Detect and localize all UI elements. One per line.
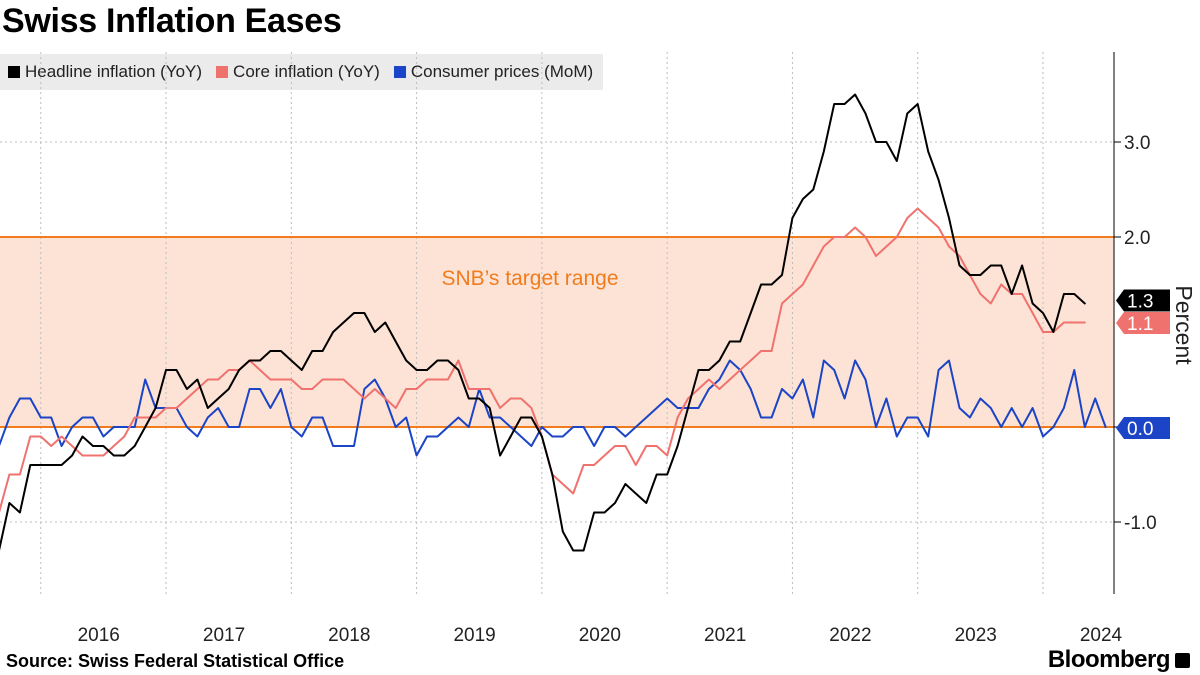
y-axis-label: Percent <box>1171 285 1197 365</box>
target-range-band <box>0 237 1114 427</box>
legend: Headline inflation (YoY) Core inflation … <box>0 54 604 90</box>
chart-title: Swiss Inflation Eases <box>2 2 342 40</box>
headline-end-label: 1.3 <box>1127 292 1153 313</box>
headline-end-label-tag <box>1116 289 1170 312</box>
legend-swatch-headline <box>8 66 20 78</box>
consumer-prices-mom-line <box>0 359 1107 457</box>
legend-item-core[interactable]: Core inflation (YoY) <box>216 62 380 82</box>
legend-swatch-core <box>216 66 229 78</box>
brand-terminal-icon <box>1175 652 1190 668</box>
x-tick-label: 2016 <box>78 625 120 646</box>
x-tick-label: 2022 <box>829 625 871 646</box>
x-tick-label: 2023 <box>955 625 997 646</box>
headline-inflation-line <box>0 93 1086 552</box>
x-tick-label: 2021 <box>704 625 746 646</box>
core-end-label-tag <box>1116 312 1170 334</box>
source-note: Source: Swiss Federal Statistical Office <box>6 651 345 671</box>
y-tick-label: -1.0 <box>1124 513 1157 534</box>
legend-swatch-mom <box>393 66 406 78</box>
legend-label-headline: Headline inflation (YoY) <box>25 62 203 81</box>
y-tick-label: 3.0 <box>1124 133 1150 154</box>
x-tick-label: 2018 <box>328 625 370 646</box>
mom-end-label-tag <box>1116 417 1170 439</box>
legend-label-core: Core inflation (YoY) <box>233 62 380 81</box>
x-tick-label: 2020 <box>579 625 621 646</box>
brand: Bloomberg <box>1048 646 1190 674</box>
mom-end-label: 0.0 <box>1127 419 1153 440</box>
y-tick-label: 2.0 <box>1124 228 1150 249</box>
target-range-annotation: SNB’s target range <box>441 267 618 290</box>
brand-logo: Bloomberg <box>1047 646 1171 673</box>
x-tick-label: 2024 <box>1080 625 1123 646</box>
legend-item-headline[interactable]: Headline inflation (YoY) <box>8 62 202 82</box>
core-end-label: 1.1 <box>1127 314 1153 335</box>
legend-item-mom[interactable]: Consumer prices (MoM) <box>393 62 594 82</box>
x-tick-label: 2019 <box>453 625 495 646</box>
legend-label-mom: Consumer prices (MoM) <box>410 62 594 81</box>
x-tick-label: 2017 <box>203 625 245 646</box>
